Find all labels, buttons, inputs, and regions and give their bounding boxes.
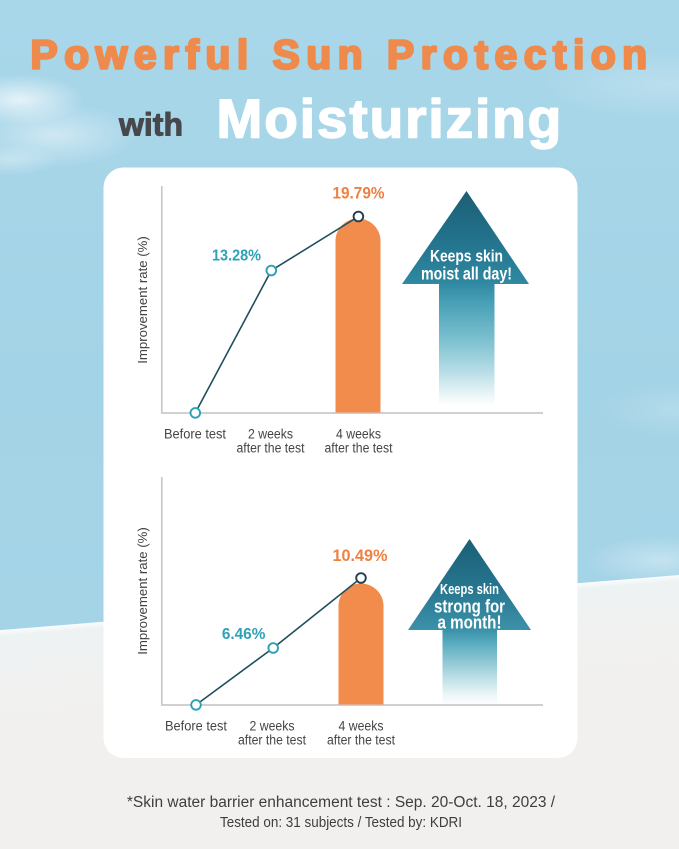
svg-text:4 weeks: 4 weeks xyxy=(339,719,384,734)
svg-text:13.28%: 13.28% xyxy=(212,248,261,265)
svg-text:Tested on: 31 subjects / Teste: Tested on: 31 subjects / Tested by: KDRI xyxy=(220,815,462,831)
svg-text:a month!: a month! xyxy=(438,613,502,633)
svg-text:Improvement rate (%): Improvement rate (%) xyxy=(135,236,150,364)
svg-text:after the test: after the test xyxy=(325,441,393,456)
svg-text:after the test: after the test xyxy=(237,441,305,456)
svg-text:2 weeks: 2 weeks xyxy=(250,719,295,734)
svg-text:2 weeks: 2 weeks xyxy=(248,427,293,442)
svg-text:with: with xyxy=(118,107,183,143)
svg-text:*Skin water barrier enhancemen: *Skin water barrier enhancement test : S… xyxy=(127,794,556,811)
svg-text:Keeps skin: Keeps skin xyxy=(440,581,499,598)
svg-text:10.49%: 10.49% xyxy=(333,546,388,565)
svg-text:Keeps skin: Keeps skin xyxy=(430,247,503,266)
svg-text:after the test: after the test xyxy=(327,733,395,748)
svg-text:moist all day!: moist all day! xyxy=(421,264,512,284)
svg-text:Before test: Before test xyxy=(165,719,227,734)
svg-text:Improvement rate (%): Improvement rate (%) xyxy=(135,527,150,655)
svg-text:Powerful Sun Protection: Powerful Sun Protection xyxy=(30,32,653,78)
svg-text:Before test: Before test xyxy=(164,427,226,442)
svg-text:19.79%: 19.79% xyxy=(333,184,385,203)
svg-text:strong for: strong for xyxy=(434,597,505,617)
svg-text:Moisturizing: Moisturizing xyxy=(217,88,564,150)
svg-text:after the test: after the test xyxy=(238,733,306,748)
svg-text:4 weeks: 4 weeks xyxy=(336,427,381,442)
svg-text:6.46%: 6.46% xyxy=(222,626,266,643)
